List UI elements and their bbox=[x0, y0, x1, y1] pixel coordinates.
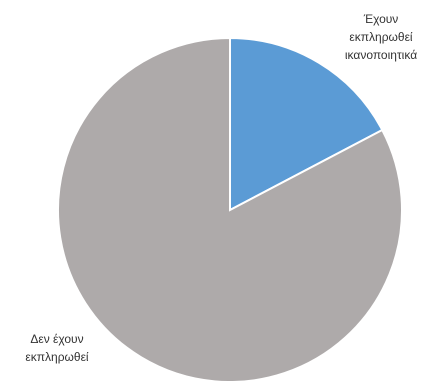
pie-slice-1 bbox=[57, 36, 403, 381]
slice-label-line: Έχουν bbox=[363, 12, 399, 26]
pie-labels: Έχουν εκπληρωθεί ικανοποιητικά Δεν έχουν εκπ… bbox=[25, 12, 417, 364]
slice-label-line: ικανοποιητικά bbox=[345, 48, 417, 62]
slice-label-line: εκπληρωθεί bbox=[25, 350, 89, 364]
pie-slices bbox=[57, 36, 403, 381]
slice-label-1: Δεν έχουν εκπληρωθεί bbox=[25, 332, 89, 364]
slice-label-0: Έχουν εκπληρωθεί ικανοποιητικά bbox=[345, 12, 417, 62]
slice-label-line: εκπληρωθεί bbox=[349, 30, 413, 44]
pie-slice-0 bbox=[229, 36, 384, 212]
slice-label-line: Δεν έχουν bbox=[30, 332, 83, 346]
